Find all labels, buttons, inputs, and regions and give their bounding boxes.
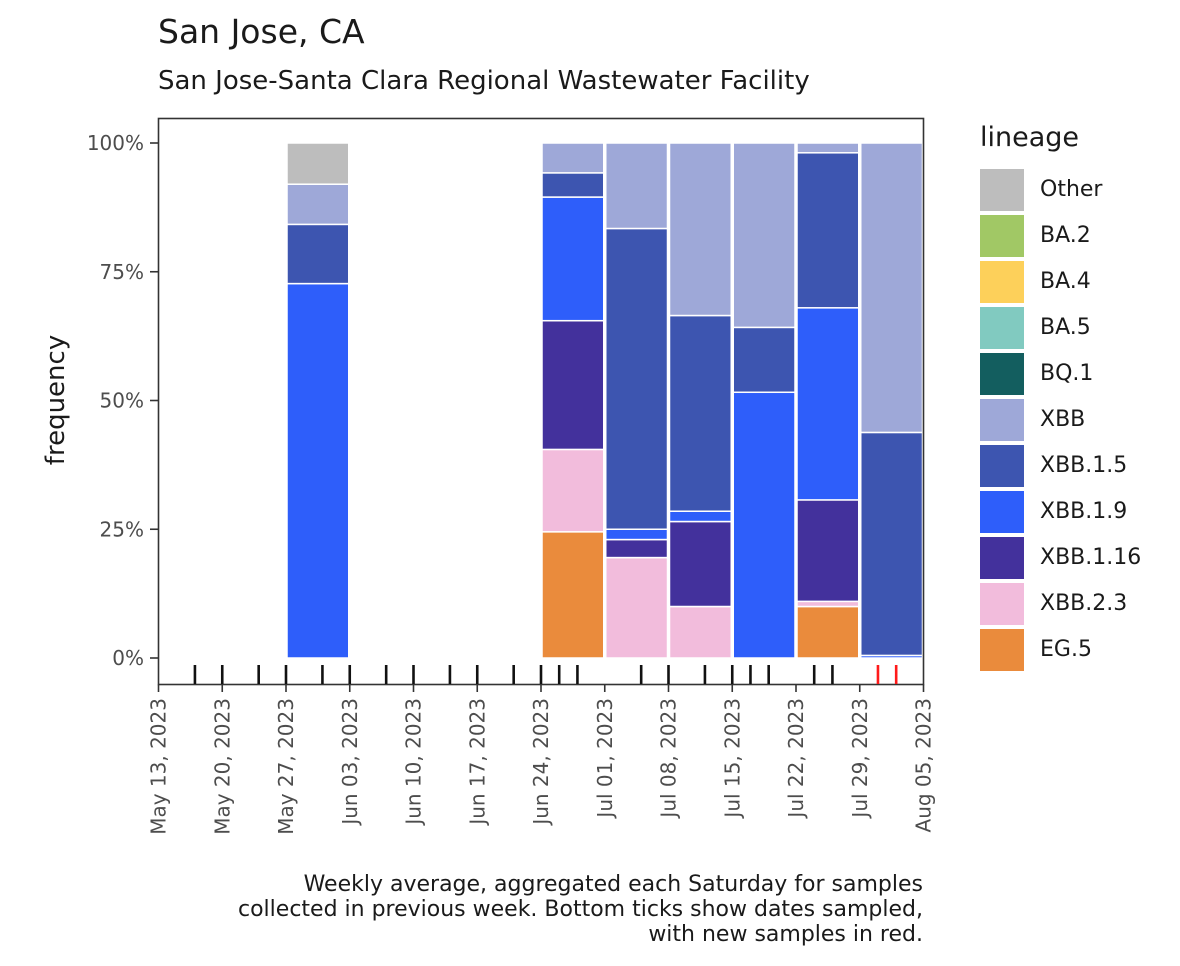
bar-segment-2-xbb-1-5 xyxy=(541,172,605,198)
bar-segment-6-xbb-2-3 xyxy=(796,600,860,608)
legend-label: XBB.2.3 xyxy=(1040,591,1128,616)
caption-line-1: Weekly average, aggregated each Saturday… xyxy=(303,872,923,897)
bar-segment-7-xbb-1-5 xyxy=(860,431,924,657)
bar-segment-6-eg-5 xyxy=(796,605,860,659)
legend-item-xbb-1-16: XBB.1.16 xyxy=(980,535,1170,581)
legend-swatch xyxy=(980,583,1024,625)
x-tick-label: May 20, 2023 xyxy=(210,698,234,835)
bar-segment-1-xbb xyxy=(286,183,350,226)
legend-label: XBB.1.5 xyxy=(1040,453,1128,478)
legend-swatch xyxy=(980,491,1024,533)
legend-label: EG.5 xyxy=(1040,637,1092,662)
caption-line-3: with new samples in red. xyxy=(648,922,923,947)
x-tick-label: Jul 15, 2023 xyxy=(720,698,744,820)
x-tick-label: May 13, 2023 xyxy=(147,698,171,835)
legend-swatch xyxy=(980,169,1024,211)
bar-segment-6-xbb-1-5 xyxy=(796,152,860,309)
bar-segment-3-xbb-2-3 xyxy=(605,556,669,659)
y-tick-label: 0% xyxy=(112,646,144,670)
legend-label: XBB.1.16 xyxy=(1040,545,1142,570)
legend-swatch xyxy=(980,307,1024,349)
bar-segment-4-xbb-1-9 xyxy=(668,510,732,523)
chart-subtitle: San Jose-Santa Clara Regional Wastewater… xyxy=(158,66,810,96)
legend-title: lineage xyxy=(980,122,1080,153)
bar-segment-4-xbb xyxy=(668,142,732,317)
y-tick-label: 50% xyxy=(100,389,144,413)
x-tick-label: Jun 17, 2023 xyxy=(465,698,489,827)
legend-item-ba-5: BA.5 xyxy=(980,305,1170,351)
bars-layer xyxy=(286,142,924,659)
y-tick-label: 75% xyxy=(100,260,144,284)
legend-item-bq-1: BQ.1 xyxy=(980,351,1170,397)
sample-date-ticks xyxy=(193,665,898,684)
bar-segment-1-xbb-1-9 xyxy=(286,282,350,659)
bar-segment-1-xbb-1-5 xyxy=(286,223,350,285)
x-tick-label: Jul 29, 2023 xyxy=(848,698,872,820)
x-tick-label: Aug 05, 2023 xyxy=(912,698,936,832)
legend-label: BA.4 xyxy=(1040,269,1091,294)
legend-swatch xyxy=(980,445,1024,487)
y-tick-label: 100% xyxy=(87,131,144,155)
bar-segment-6-xbb-1-16 xyxy=(796,499,860,603)
bar-segment-3-xbb-1-9 xyxy=(605,528,669,541)
legend-label: XBB.1.9 xyxy=(1040,499,1128,524)
legend-swatch xyxy=(980,629,1024,671)
bar-segment-2-xbb-2-3 xyxy=(541,448,605,533)
y-axis: 0% 25% 50% 75% 100% xyxy=(87,131,159,670)
bar-segment-2-xbb-1-9 xyxy=(541,196,605,322)
legend-item-other: Other xyxy=(980,167,1170,213)
bar-segment-5-xbb-1-5 xyxy=(732,326,796,394)
legend-item-ba-4: BA.4 xyxy=(980,259,1170,305)
bar-segment-1-other xyxy=(286,142,350,185)
legend-swatch xyxy=(980,353,1024,395)
legend-label: Other xyxy=(1040,177,1103,202)
legend-item-eg-5: EG.5 xyxy=(980,627,1170,673)
legend-item-ba-2: BA.2 xyxy=(980,213,1170,259)
bar-segment-2-xbb xyxy=(541,142,605,174)
x-tick-label: Jul 22, 2023 xyxy=(784,698,808,820)
bar-segment-3-xbb-1-5 xyxy=(605,227,669,531)
bar-segment-6-xbb-1-9 xyxy=(796,307,860,501)
x-axis: May 13, 2023 May 20, 2023 May 27, 2023 Jun … xyxy=(147,684,936,835)
legend-item-xbb-1-5: XBB.1.5 xyxy=(980,443,1170,489)
legend-label: BA.2 xyxy=(1040,223,1091,248)
legend-label: BA.5 xyxy=(1040,315,1091,340)
legend-label: XBB xyxy=(1040,407,1086,432)
legend-label: BQ.1 xyxy=(1040,361,1094,386)
chart-svg: 0% 25% 50% 75% 100% May 13, 2023 May 20, 2023… xyxy=(41,117,936,835)
legend-swatch xyxy=(980,537,1024,579)
bar-segment-2-eg-5 xyxy=(541,531,605,659)
x-tick-label: May 27, 2023 xyxy=(274,698,298,835)
legend-item-xbb-1-9: XBB.1.9 xyxy=(980,489,1170,535)
x-tick-label: Jul 01, 2023 xyxy=(593,698,617,820)
bar-segment-3-xbb xyxy=(605,142,669,230)
bar-segment-4-xbb-1-16 xyxy=(668,520,732,608)
caption-line-2: collected in previous week. Bottom ticks… xyxy=(238,897,923,922)
y-axis-label: frequency xyxy=(41,335,71,465)
legend-swatch xyxy=(980,399,1024,441)
legend-swatch xyxy=(980,215,1024,257)
chart-title: San Jose, CA xyxy=(158,12,365,51)
bar-segment-2-xbb-1-16 xyxy=(541,319,605,451)
bar-segment-3-xbb-1-16 xyxy=(605,538,669,559)
bar-segment-4-xbb-2-3 xyxy=(668,605,732,659)
bar-segment-5-xbb-1-9 xyxy=(732,391,796,659)
bar-segment-7-xbb xyxy=(860,142,924,434)
legend-swatch xyxy=(980,261,1024,303)
y-tick-label: 25% xyxy=(100,517,144,541)
legend-item-xbb: XBB xyxy=(980,397,1170,443)
bar-segment-6-xbb xyxy=(796,142,860,154)
legend-item-xbb-2-3: XBB.2.3 xyxy=(980,581,1170,627)
x-tick-label: Jun 10, 2023 xyxy=(402,698,426,827)
bar-segment-4-xbb-1-5 xyxy=(668,314,732,512)
chart-caption: Weekly average, aggregated each Saturday… xyxy=(163,872,923,947)
bar-segment-5-xbb xyxy=(732,142,796,329)
x-tick-label: Jul 08, 2023 xyxy=(657,698,681,820)
x-tick-label: Jun 03, 2023 xyxy=(338,698,362,827)
x-tick-label: Jun 24, 2023 xyxy=(529,698,553,827)
